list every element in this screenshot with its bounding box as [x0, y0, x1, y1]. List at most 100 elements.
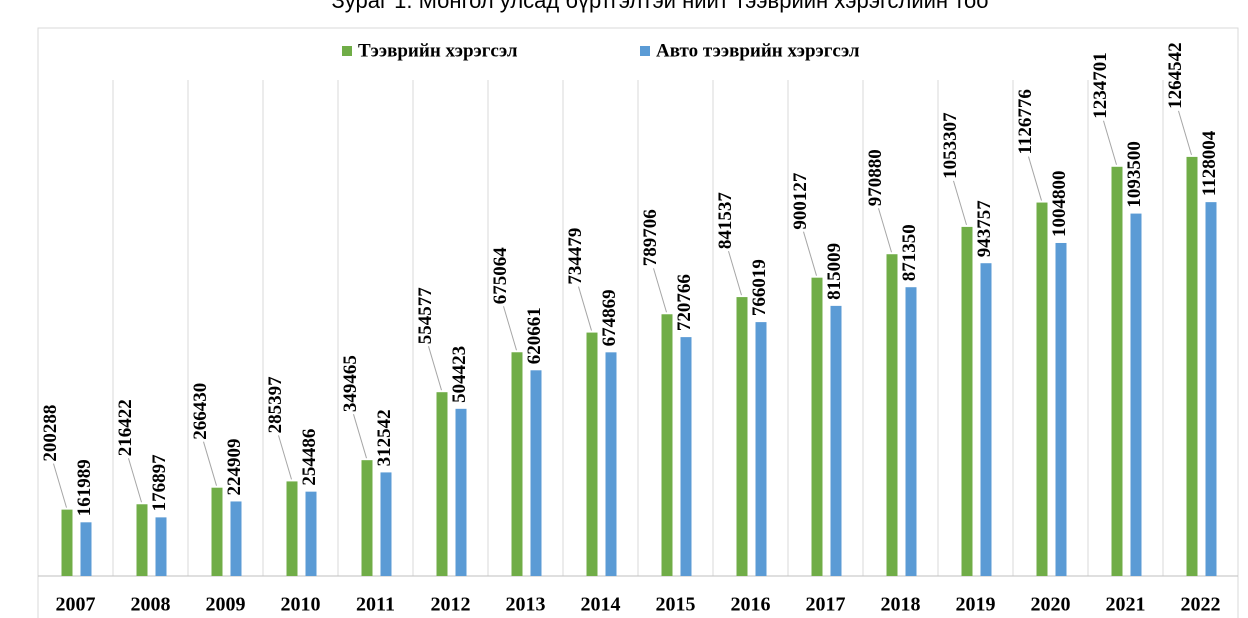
x-tick-label: 2012 — [431, 594, 471, 616]
bar — [511, 352, 523, 576]
leader-line — [803, 231, 817, 276]
x-tick-label: 2018 — [881, 594, 921, 616]
value-label: 254486 — [299, 429, 320, 486]
bar — [886, 254, 898, 576]
bar — [605, 352, 617, 576]
x-tick-label: 2016 — [731, 594, 771, 616]
bar — [61, 509, 73, 576]
bar — [530, 370, 542, 576]
bar — [1111, 166, 1123, 577]
bar — [230, 501, 242, 576]
value-label: 789706 — [640, 209, 661, 266]
x-tick-label: 2013 — [506, 594, 546, 616]
x-tick-label: 2008 — [131, 594, 171, 616]
value-label: 674869 — [599, 289, 620, 346]
value-label: 312542 — [374, 409, 395, 466]
bar — [1205, 202, 1217, 576]
bar — [905, 287, 917, 576]
value-label: 871350 — [899, 224, 920, 281]
x-tick-label: 2011 — [356, 594, 395, 616]
value-label: 1053307 — [940, 112, 961, 179]
leader-line — [278, 435, 292, 480]
chart-title: Зураг 1. Монгол улсад бүртгэлтэй нийт тэ… — [332, 0, 989, 13]
x-tick-label: 2010 — [281, 594, 321, 616]
bar — [830, 305, 842, 576]
leader-line — [428, 346, 442, 391]
legend-swatch — [640, 46, 650, 56]
bar — [586, 332, 598, 576]
leader-line — [1103, 120, 1117, 165]
value-label: 1093500 — [1124, 141, 1145, 208]
value-label: 1126776 — [1015, 89, 1036, 154]
value-label: 766019 — [749, 259, 770, 316]
bar — [155, 517, 167, 576]
leader-line — [653, 268, 667, 313]
bar — [380, 472, 392, 576]
legend-swatch — [342, 46, 352, 56]
value-label: 1264542 — [1165, 42, 1186, 109]
value-label: 720766 — [674, 274, 695, 331]
bar — [286, 481, 298, 576]
leader-line — [878, 208, 892, 253]
bar — [961, 226, 973, 576]
value-label: 900127 — [790, 172, 811, 230]
x-tick-label: 2022 — [1181, 594, 1221, 616]
leader-line — [728, 250, 742, 296]
value-label: 734479 — [565, 228, 586, 285]
value-label: 266430 — [190, 383, 211, 440]
bar — [661, 314, 673, 576]
bar — [80, 522, 92, 576]
leader-line — [503, 306, 517, 351]
x-tick-label: 2009 — [206, 594, 246, 616]
bar — [980, 263, 992, 576]
value-label: 1004800 — [1049, 170, 1070, 237]
bar — [755, 322, 767, 576]
value-label: 675064 — [490, 247, 511, 305]
legend-label: Авто тээврийн хэрэгсэл — [656, 40, 860, 61]
bar — [361, 460, 373, 576]
bar — [736, 297, 748, 576]
bar — [811, 277, 823, 576]
value-label: 620661 — [524, 307, 545, 364]
bar — [436, 392, 448, 576]
bar — [680, 337, 692, 576]
leader-line — [1178, 110, 1192, 156]
leader-line — [953, 180, 967, 226]
x-tick-label: 2014 — [581, 594, 621, 616]
value-label: 970880 — [865, 149, 886, 206]
leader-line — [203, 441, 217, 486]
value-label: 224909 — [224, 438, 245, 495]
bar — [1036, 202, 1048, 576]
leader-line — [353, 414, 367, 459]
bar — [211, 487, 223, 576]
bar — [1186, 156, 1198, 576]
x-tick-label: 2020 — [1031, 594, 1071, 616]
value-label: 504423 — [449, 346, 470, 403]
value-label: 841537 — [715, 192, 736, 250]
x-tick-label: 2017 — [806, 594, 846, 616]
bar — [1130, 213, 1142, 576]
leader-line — [128, 458, 142, 503]
x-tick-label: 2007 — [56, 594, 96, 616]
value-label: 216422 — [115, 399, 136, 456]
x-tick-label: 2021 — [1106, 594, 1146, 616]
bar — [1055, 242, 1067, 576]
leader-line — [1028, 156, 1042, 201]
bar — [455, 408, 467, 576]
value-label: 161989 — [74, 459, 95, 516]
plot-frame — [37, 27, 1239, 618]
value-label: 1234701 — [1090, 52, 1111, 119]
value-label: 349465 — [340, 355, 361, 412]
value-label: 200288 — [40, 405, 61, 462]
x-tick-label: 2019 — [956, 594, 996, 616]
value-label: 285397 — [265, 376, 286, 434]
bar — [136, 504, 148, 576]
value-label: 176897 — [149, 454, 170, 512]
x-tick-label: 2015 — [656, 594, 696, 616]
leader-line — [53, 463, 67, 508]
value-label: 1128004 — [1199, 130, 1220, 196]
leader-line — [578, 286, 592, 331]
value-label: 943757 — [974, 200, 995, 258]
value-label: 554577 — [415, 287, 436, 345]
